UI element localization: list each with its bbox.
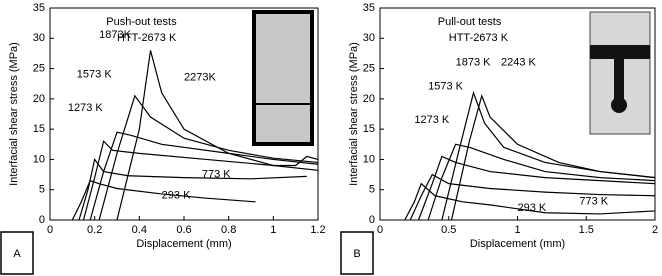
y-tick-label: 15 [363, 123, 375, 135]
curve-label: 773 K [579, 196, 608, 208]
y-tick-label: 25 [33, 62, 45, 74]
y-tick-label: 30 [33, 32, 45, 44]
x-tick-label: 0.8 [221, 224, 236, 236]
y-tick-label: 20 [33, 93, 45, 105]
curve [427, 143, 656, 221]
y-tick-label: 0 [369, 214, 375, 226]
curve [404, 182, 656, 221]
x-axis-title: Displacement (mm) [470, 238, 565, 250]
y-tick-label: 10 [33, 153, 45, 165]
curve-label: 1873 K [456, 56, 492, 68]
curve [450, 93, 656, 221]
curve [417, 155, 656, 221]
inset-image [252, 10, 314, 146]
chart-title: Pull-out tests [438, 16, 502, 28]
y-axis-title: Interfacial shear stress (MPa) [8, 42, 20, 186]
curve-label: 1873K [99, 29, 131, 41]
y-tick-label: 15 [33, 123, 45, 135]
curve-label: 773 K [202, 168, 231, 180]
x-tick-label: 0 [47, 224, 53, 236]
y-tick-label: 5 [369, 184, 375, 196]
inset-detail [590, 45, 650, 59]
curve-label: 293 K [518, 202, 547, 214]
y-tick-label: 0 [39, 214, 45, 226]
inset-detail [611, 97, 627, 113]
panel-letter-box [0, 231, 34, 275]
curve [89, 131, 319, 221]
panel-letter: B [353, 248, 360, 260]
y-tick-label: 25 [363, 62, 375, 74]
inset-detail [614, 55, 624, 105]
panel-letter: A [13, 248, 21, 260]
x-tick-label: 0.4 [132, 224, 147, 236]
x-tick-label: 0.6 [176, 224, 191, 236]
y-tick-label: 10 [363, 153, 375, 165]
curve-label: 1273 K [414, 114, 450, 126]
x-tick-label: 0.2 [87, 224, 102, 236]
x-axis-title: Displacement (mm) [136, 238, 231, 250]
curve-label: 2243 K [501, 56, 537, 68]
chart-subtitle: HTT-2673 K [117, 32, 177, 44]
y-tick-label: 30 [363, 32, 375, 44]
y-axis-title: Interfacial shear stress (MPa) [348, 42, 360, 186]
x-tick-label: 0.5 [441, 224, 456, 236]
curve [82, 140, 319, 221]
x-tick-label: 1.5 [579, 224, 594, 236]
curve [409, 173, 656, 221]
curve-label: 2273K [184, 72, 216, 84]
curve [78, 158, 307, 221]
y-tick-label: 20 [363, 93, 375, 105]
curve-label: 1573 K [77, 69, 113, 81]
curve-label: 293 K [162, 190, 191, 202]
chart-title: Push-out tests [106, 16, 177, 28]
x-tick-label: 1 [514, 224, 520, 236]
curve [116, 50, 319, 221]
chart-subtitle: HTT-2673 K [449, 32, 509, 44]
panel-letter-box [340, 231, 374, 275]
x-tick-label: 0 [377, 224, 383, 236]
y-tick-label: 35 [363, 2, 375, 14]
curve [98, 94, 319, 221]
x-tick-label: 2 [652, 224, 658, 236]
x-tick-label: 1 [270, 224, 276, 236]
curve-label: 1573 K [428, 81, 464, 93]
x-tick-label: 1.2 [310, 224, 325, 236]
curve-label: 1273 K [68, 102, 104, 114]
y-tick-label: 5 [39, 184, 45, 196]
y-tick-label: 35 [33, 2, 45, 14]
